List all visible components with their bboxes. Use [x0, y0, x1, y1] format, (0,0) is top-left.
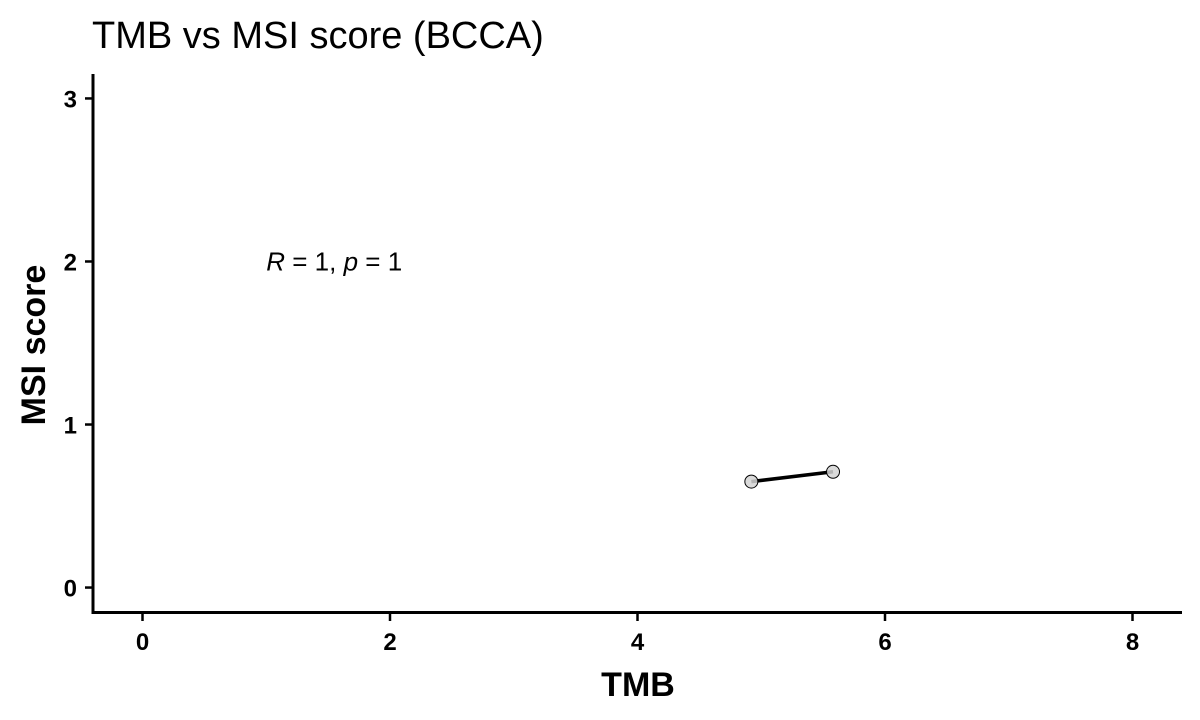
plot-marks	[744, 464, 841, 489]
x-axis-label: TMB	[601, 666, 675, 704]
x-tick-label: 8	[1126, 629, 1139, 656]
y-tick-label: 2	[64, 249, 77, 276]
x-tick-label: 4	[631, 629, 645, 656]
axes	[91, 74, 1182, 614]
x-ticks: 0 2 4 6 8	[136, 614, 1139, 656]
y-tick-label: 3	[64, 86, 77, 113]
correlation-annotation: R = 1, p = 1	[266, 246, 402, 276]
r-equals: =	[285, 246, 315, 276]
chart-title: TMB vs MSI score (BCCA)	[92, 15, 544, 57]
x-tick-label: 6	[878, 629, 891, 656]
y-tick-label: 0	[64, 576, 77, 603]
x-tick-label: 2	[383, 629, 396, 656]
p-value: 1	[388, 246, 402, 276]
y-ticks: 0 1 2 3	[64, 86, 92, 603]
data-point	[826, 464, 841, 479]
annot-separator: ,	[329, 246, 343, 276]
p-label: p	[343, 246, 358, 276]
r-label: R	[266, 246, 285, 276]
p-equals: =	[358, 246, 388, 276]
data-point	[744, 474, 759, 489]
y-axis-label: MSI score	[15, 265, 53, 426]
r-value: 1	[315, 246, 329, 276]
x-tick-label: 0	[136, 629, 149, 656]
y-tick-label: 1	[64, 413, 77, 440]
regression-line	[751, 470, 834, 484]
